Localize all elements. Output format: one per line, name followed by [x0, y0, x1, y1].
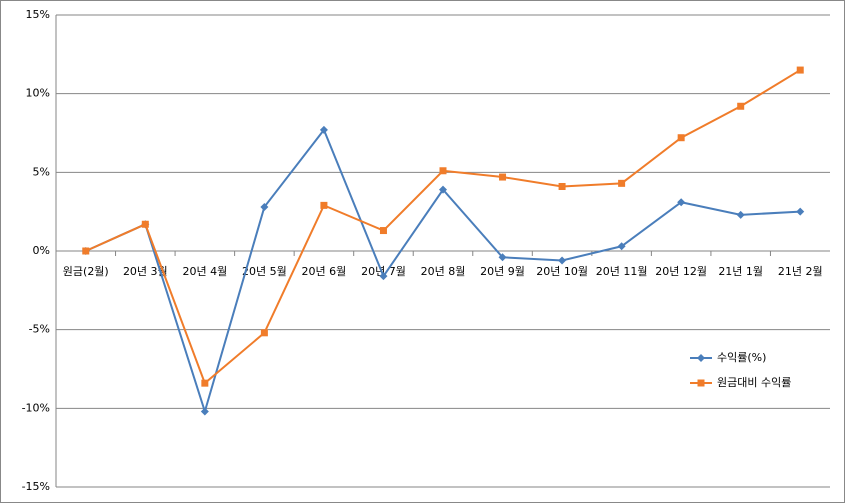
point: [141, 220, 149, 228]
y-tick-label: 5%: [33, 165, 50, 178]
y-tick-label: -5%: [29, 323, 50, 336]
x-tick-label: 20년 9월: [480, 265, 525, 278]
x-tick-label: 21년 2월: [778, 265, 823, 278]
point: [320, 201, 328, 209]
point: [737, 102, 745, 110]
y-tick-label: -10%: [22, 401, 50, 414]
point: [498, 253, 507, 262]
x-tick-label: 21년 1월: [718, 265, 763, 278]
point: [319, 125, 328, 134]
y-tick-label: -15%: [22, 480, 50, 493]
point: [379, 227, 387, 235]
x-tick-label: 20년 12월: [655, 265, 707, 278]
point: [82, 247, 90, 255]
x-tick-label: 20년 6월: [302, 265, 347, 278]
y-tick-label: 0%: [33, 244, 50, 257]
point: [617, 242, 626, 251]
point: [558, 182, 566, 190]
x-tick-label: 20년 8월: [421, 265, 466, 278]
x-tick-label: 원금(2월): [63, 265, 109, 278]
point: [796, 207, 805, 216]
y-tick-label: 15%: [26, 8, 50, 21]
point: [200, 407, 209, 416]
y-tick-label: 10%: [26, 87, 50, 100]
legend-marker: [697, 354, 705, 362]
point: [499, 173, 507, 181]
x-tick-label: 20년 10월: [536, 265, 588, 278]
point: [677, 198, 686, 207]
x-tick-label: 20년 4월: [182, 265, 227, 278]
point: [736, 210, 745, 219]
legend-label: 수익률(%): [717, 351, 766, 364]
point: [439, 167, 447, 175]
x-tick-label: 20년 3월: [123, 265, 168, 278]
legend-label: 원금대비 수익률: [717, 376, 791, 389]
point: [439, 185, 447, 194]
point: [618, 179, 626, 187]
x-tick-label: 20년 5월: [242, 265, 287, 278]
point: [201, 379, 209, 387]
point: [677, 134, 685, 142]
legend-marker: [697, 379, 705, 387]
x-tick-label: 20년 7월: [361, 265, 406, 278]
point: [379, 272, 388, 281]
point: [558, 256, 567, 265]
x-tick-label: 20년 11월: [596, 265, 648, 278]
point: [796, 66, 804, 74]
point: [260, 202, 269, 211]
point: [260, 329, 268, 337]
